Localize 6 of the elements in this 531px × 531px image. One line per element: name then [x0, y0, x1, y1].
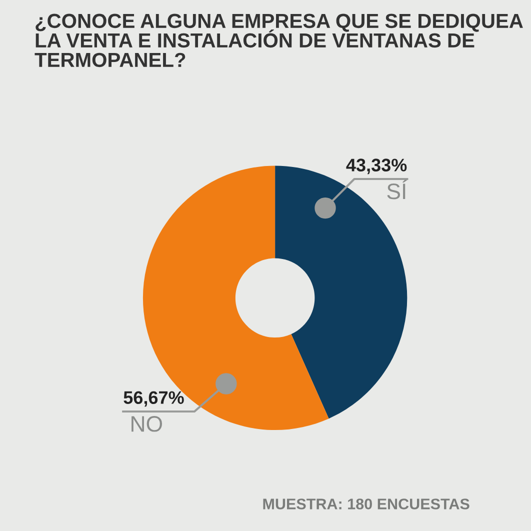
- text: MUESTRA: 180 ENCUESTAS: [263, 498, 470, 510]
- data-label: 43,33%: [346, 158, 407, 174]
- chart-title: ¿CONOCE ALGUNA EMPRESA QUE SE DEDIQUEA LA VENTA E INSTALACIÓN DE VENTANAS DE TERMOPANEL?: [34, 14, 523, 68]
- data-label: 56,67%: [124, 391, 184, 407]
- slice-label: NO: [132, 416, 162, 432]
- slice-label: SÍ: [387, 180, 408, 200]
